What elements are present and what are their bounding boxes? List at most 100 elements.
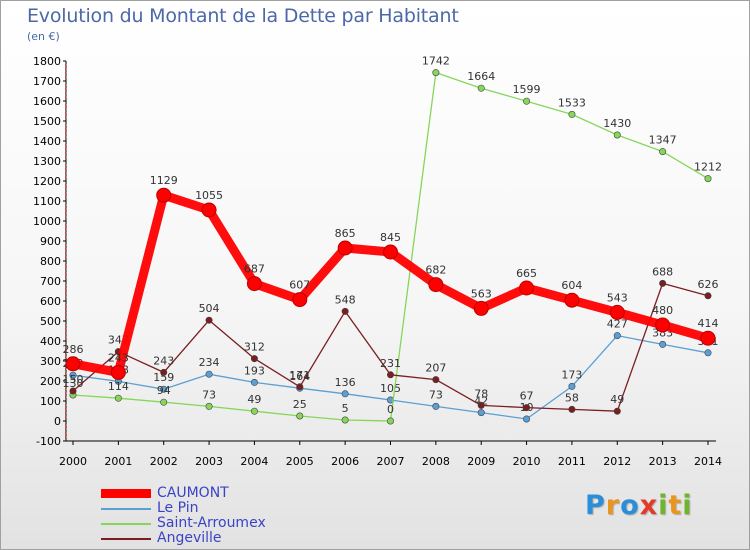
y-minor-tick [65, 328, 67, 330]
y-tick-label: 1700 [33, 75, 61, 88]
data-label: 845 [380, 231, 401, 244]
x-tick-label: 2005 [286, 455, 314, 468]
data-point [69, 371, 77, 379]
data-point [700, 330, 716, 346]
data-label: 1347 [649, 134, 677, 147]
data-label: 49 [247, 393, 261, 406]
legend-swatch [101, 523, 151, 525]
data-point [114, 394, 122, 402]
y-tick-label: 800 [40, 255, 61, 268]
y-minor-tick [65, 224, 67, 226]
data-label: 164 [289, 370, 310, 383]
y-minor-tick [65, 148, 67, 150]
y-minor-tick [65, 116, 67, 118]
y-minor-tick [65, 304, 67, 306]
y-minor-tick [65, 176, 67, 178]
data-label: 136 [335, 376, 356, 389]
legend-label: Le Pin [157, 500, 199, 516]
y-minor-tick [65, 228, 67, 230]
y-minor-tick [65, 188, 67, 190]
logo-letter: i [682, 490, 693, 521]
data-point [704, 175, 712, 183]
x-tick-label: 2011 [558, 455, 586, 468]
x-tick-label: 2014 [694, 455, 722, 468]
y-minor-tick [65, 392, 67, 394]
chart-title: Evolution du Montant de la Dette par Hab… [27, 5, 459, 27]
data-label: 607 [289, 279, 310, 292]
data-point [341, 307, 349, 315]
data-point [341, 390, 349, 398]
y-minor-tick [65, 264, 67, 266]
data-point [704, 292, 712, 300]
legend-item: Le Pin [101, 500, 361, 516]
y-minor-tick [65, 288, 67, 290]
y-minor-tick [65, 84, 67, 86]
logo-letter: o [620, 490, 640, 521]
legend-label: Saint-Arroumex [157, 515, 266, 531]
data-point [523, 97, 531, 105]
y-minor-tick [65, 428, 67, 430]
data-label: 865 [335, 227, 356, 240]
y-tick-label: 1400 [33, 135, 61, 148]
data-label: 548 [335, 293, 356, 306]
data-point [250, 407, 258, 415]
data-label: 159 [153, 371, 174, 384]
data-label: 1430 [603, 117, 631, 130]
data-point [386, 417, 394, 425]
y-minor-tick [65, 372, 67, 374]
data-point [432, 402, 440, 410]
data-label: 0 [387, 403, 394, 416]
data-point [386, 371, 394, 379]
y-minor-tick [65, 324, 67, 326]
y-tick-label: 1600 [33, 95, 61, 108]
legend-item: CAUMONT [101, 485, 361, 501]
data-label: 42 [474, 395, 488, 408]
y-minor-tick [65, 144, 67, 146]
data-label: 1742 [422, 55, 450, 68]
x-tick-label: 2004 [240, 455, 268, 468]
data-point [110, 364, 126, 380]
data-point [477, 409, 485, 417]
data-point [205, 370, 213, 378]
data-label: 25 [293, 398, 307, 411]
y-minor-tick [65, 184, 67, 186]
data-label: 1533 [558, 96, 586, 109]
x-tick-label: 2006 [331, 455, 359, 468]
y-tick-label: 100 [40, 395, 61, 408]
data-point [160, 398, 168, 406]
y-tick-label: 600 [40, 295, 61, 308]
data-point [250, 355, 258, 363]
x-tick-label: 2007 [377, 455, 405, 468]
logo-letter: x [639, 490, 659, 521]
x-tick-label: 2000 [59, 455, 87, 468]
legend-swatch [101, 489, 151, 498]
y-minor-tick [65, 92, 67, 94]
y-minor-tick [65, 356, 67, 358]
data-label: 312 [244, 341, 265, 354]
data-point [292, 292, 308, 308]
y-minor-tick [65, 368, 67, 370]
data-label: 563 [471, 287, 492, 300]
legend-item: Angeville [101, 530, 361, 546]
data-label: 604 [561, 279, 582, 292]
legend-label: CAUMONT [157, 485, 229, 501]
data-label: 5 [342, 402, 349, 415]
y-minor-tick [65, 276, 67, 278]
y-minor-tick [65, 172, 67, 174]
data-label: 543 [607, 291, 628, 304]
legend-item: Saint-Arroumex [101, 515, 361, 531]
data-label: 1599 [513, 83, 541, 96]
logo-letter: i [658, 490, 669, 521]
data-label: 1055 [195, 189, 223, 202]
chart-legend: CAUMONT Le Pin Saint-Arroumex Angeville [101, 485, 361, 546]
data-point [568, 110, 576, 118]
data-point [69, 387, 77, 395]
y-minor-tick [65, 308, 67, 310]
data-point [156, 187, 172, 203]
y-minor-tick [65, 232, 67, 234]
data-label: 286 [63, 343, 84, 356]
y-minor-tick [65, 272, 67, 274]
data-point [383, 244, 398, 260]
y-minor-tick [65, 208, 67, 210]
